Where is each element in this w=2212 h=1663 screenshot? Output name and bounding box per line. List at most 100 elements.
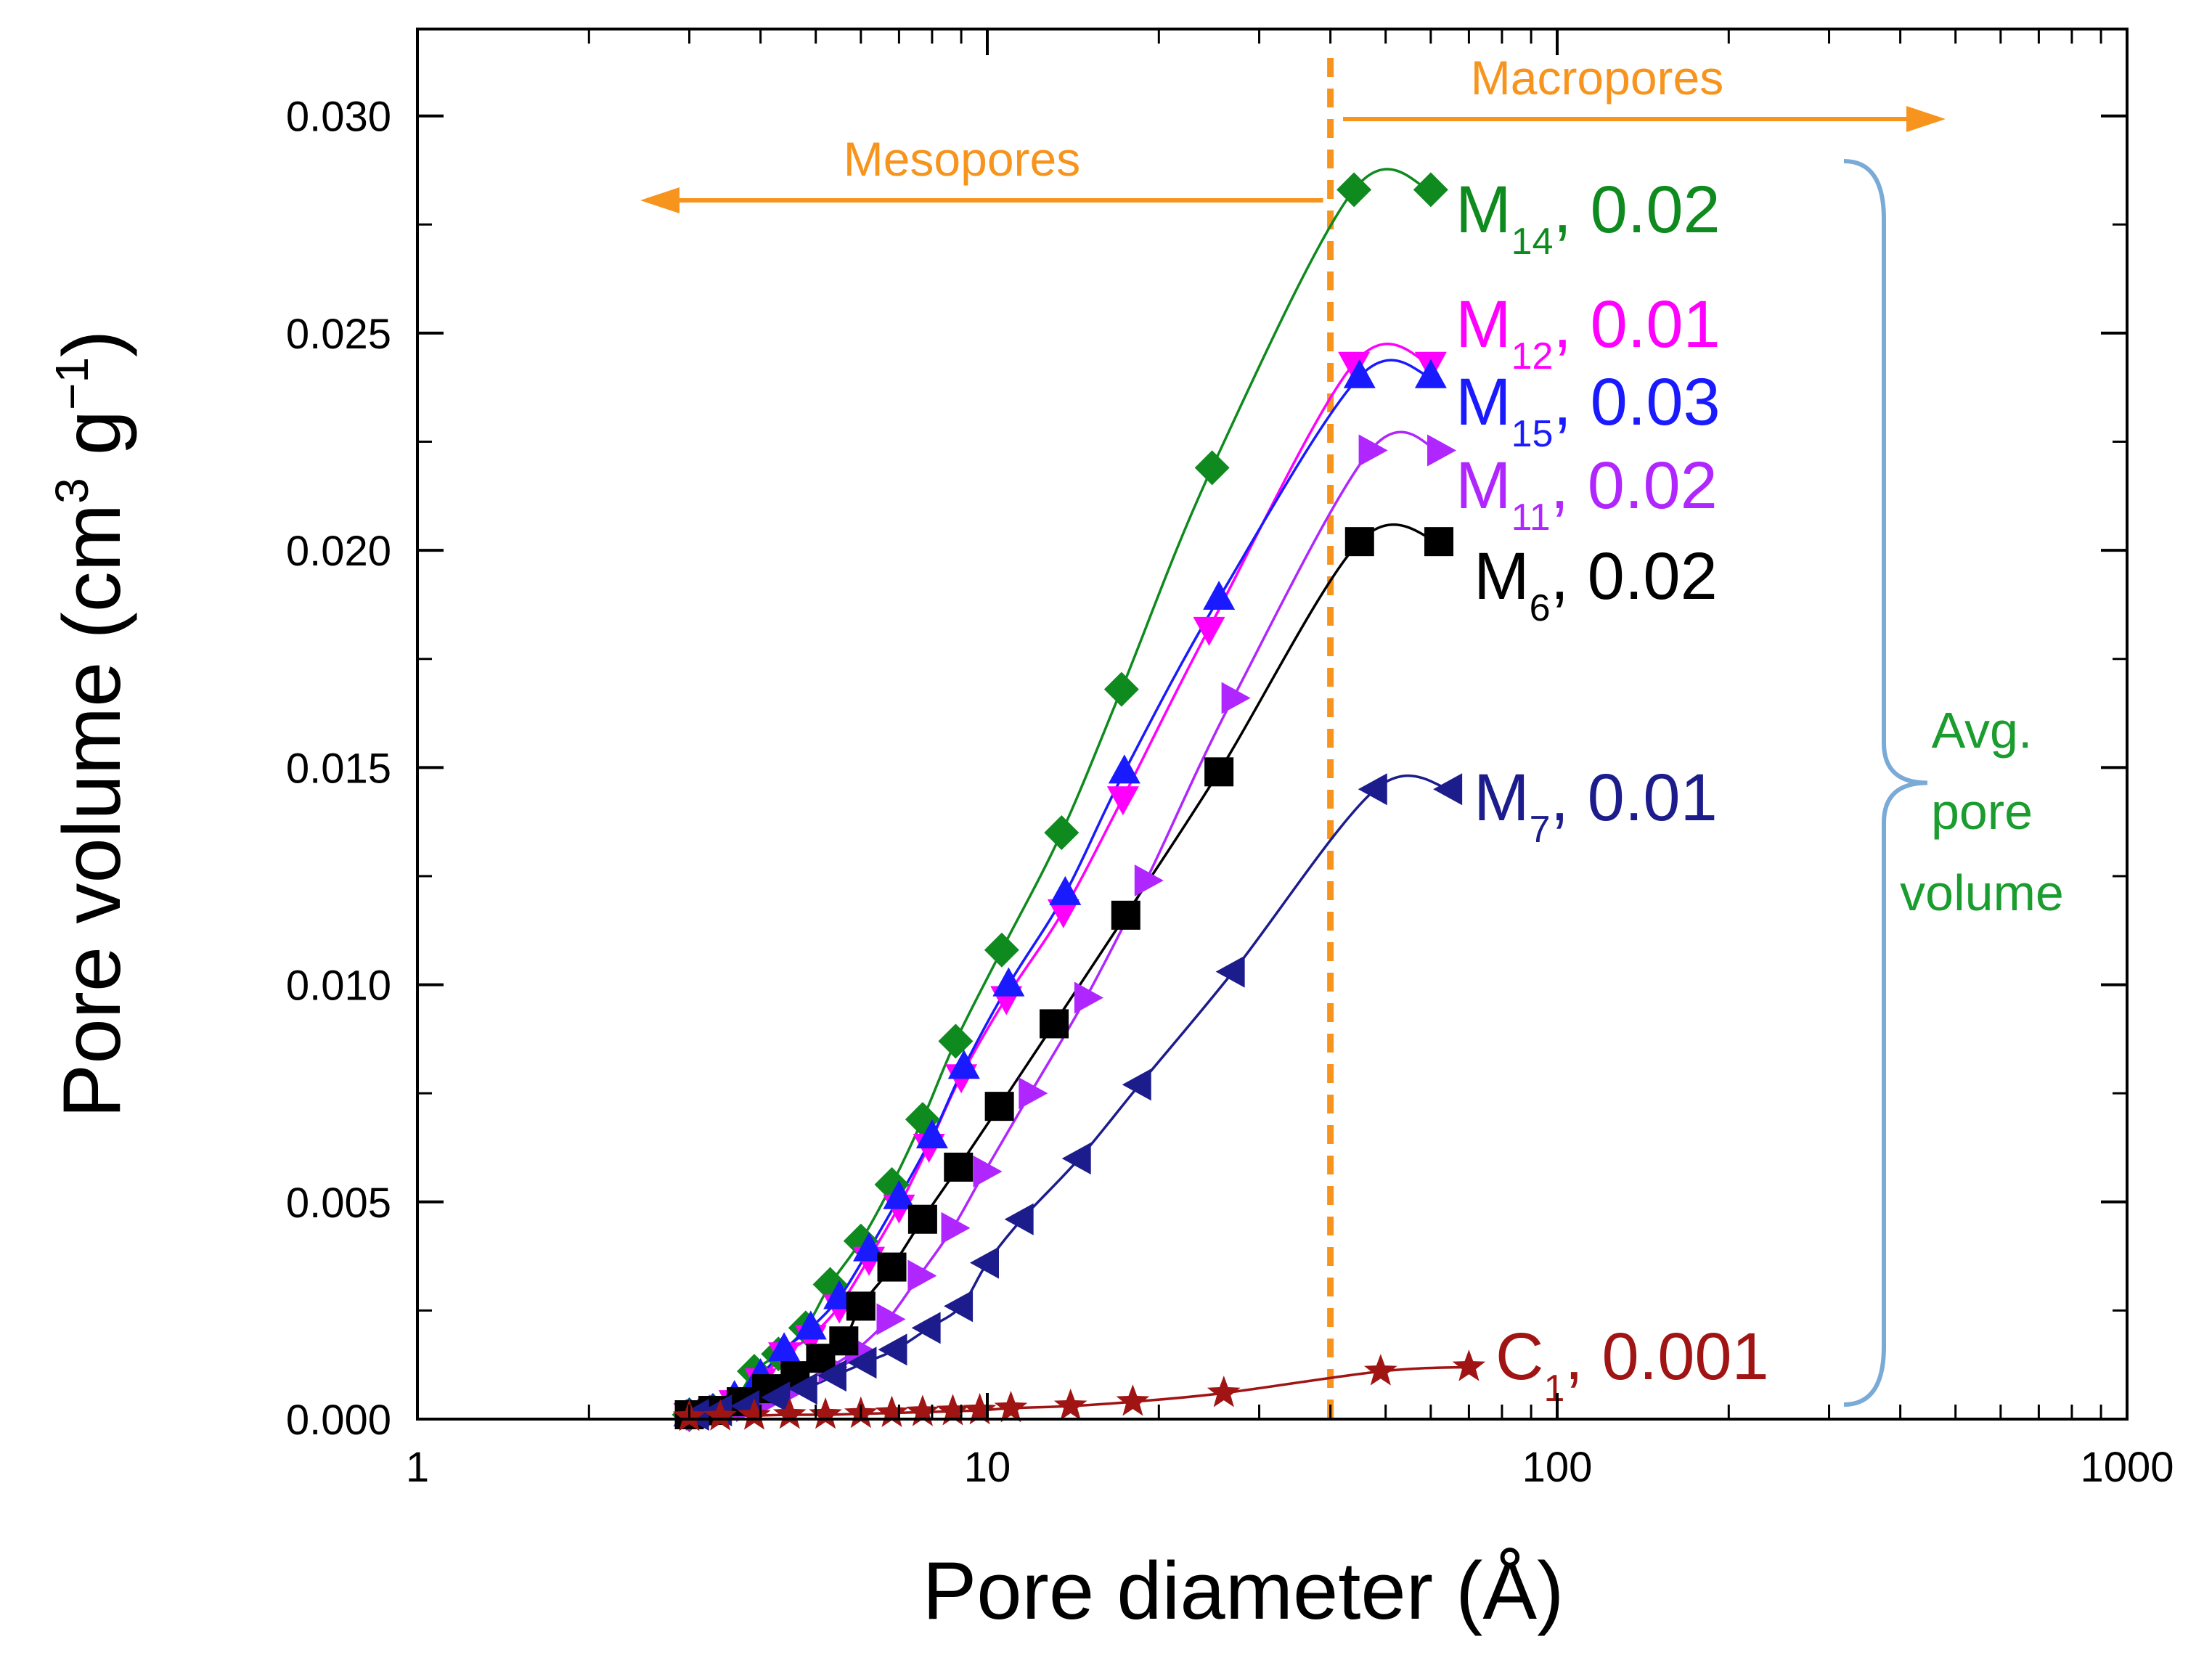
- avg-pore-volume-bracket: [1843, 159, 1928, 1407]
- data-point-triangle-left: [944, 1290, 974, 1323]
- data-point-triangle-up: [947, 1050, 980, 1079]
- data-point-triangle-left: [1215, 955, 1245, 988]
- x-tick-label: 1: [406, 1444, 429, 1491]
- series-label-m6: M6, 0.02: [1474, 539, 1718, 629]
- data-point-star: [1207, 1376, 1241, 1407]
- y-axis-title-part: ): [46, 330, 137, 357]
- data-point-star: [1452, 1349, 1486, 1381]
- bracket-label-line: volume: [1900, 865, 2064, 921]
- data-point-diamond: [984, 932, 1019, 968]
- plot-frame: [416, 28, 2129, 1421]
- mesopores-label: Mesopores: [844, 132, 1081, 186]
- series-label-subscript: 6: [1530, 587, 1551, 629]
- macropores-arrow-head: [1906, 106, 1946, 132]
- series-label-value: , 0.01: [1553, 287, 1720, 361]
- series-label-value: , 0.02: [1551, 539, 1718, 613]
- data-point-star: [1364, 1354, 1397, 1386]
- y-tick-label: 0.030: [286, 94, 391, 141]
- data-point-triangle-left: [761, 1381, 791, 1414]
- series-label-subscript: 14: [1511, 221, 1554, 263]
- series-label-m7: M7, 0.01: [1474, 761, 1718, 851]
- data-point-triangle-left: [1433, 773, 1463, 806]
- data-point-square: [907, 1204, 937, 1234]
- data-point-triangle-left: [788, 1373, 817, 1405]
- data-point-star: [875, 1395, 909, 1427]
- data-point-square: [1040, 1009, 1069, 1039]
- series-label-m11: M11, 0.02: [1456, 449, 1718, 539]
- x-axis-title: Pore diameter (Å): [923, 1545, 1564, 1636]
- data-point-star: [1116, 1384, 1150, 1416]
- bracket-label-line: pore: [1931, 783, 2033, 840]
- data-point-triangle-right: [1221, 682, 1251, 714]
- data-point-triangle-up: [1414, 359, 1447, 388]
- y-tick-label: 0.005: [286, 1180, 391, 1227]
- data-point-diamond: [1103, 671, 1139, 707]
- series-label-subscript: 11: [1511, 497, 1551, 539]
- data-point-triangle-left: [970, 1246, 999, 1279]
- x-tick-label: 1000: [2080, 1444, 2174, 1491]
- axes-layer: 1 10 100 1000 0.000 0.005 0.010 0.015 0.020 0.025…: [46, 28, 2174, 1636]
- series-label-m12: M12, 0.01: [1456, 287, 1721, 377]
- y-tick-label: 0.010: [286, 963, 391, 1010]
- data-point-diamond: [1336, 172, 1372, 208]
- annotations-layer: Mesopores Macropores Avg. pore volume: [640, 51, 2064, 1419]
- data-point-triangle-right: [941, 1212, 971, 1244]
- data-point-triangle-up: [992, 967, 1025, 997]
- series-label-value: , 0.01: [1551, 761, 1718, 835]
- x-tick-label: 100: [1522, 1444, 1593, 1491]
- y-axis-title-part: g: [46, 410, 137, 478]
- data-point-star: [738, 1398, 771, 1430]
- data-point-triangle-right: [1134, 864, 1164, 896]
- macropores-label: Macropores: [1471, 51, 1723, 105]
- series-label-m15: M15, 0.03: [1456, 365, 1721, 455]
- data-point-diamond: [938, 1023, 974, 1059]
- data-point-star: [906, 1394, 939, 1426]
- data-point-diamond: [1044, 815, 1080, 851]
- series-label-value: , 0.02: [1553, 173, 1720, 247]
- mesopores-arrow-head: [640, 187, 679, 213]
- data-point-star: [936, 1394, 970, 1426]
- data-point-triangle-down: [1193, 616, 1225, 646]
- data-point-triangle-up: [768, 1332, 801, 1362]
- data-point-triangle-down: [1338, 351, 1371, 381]
- y-tick-label: 0.015: [286, 745, 391, 792]
- series-m7: [679, 773, 1463, 1431]
- data-point-triangle-left: [817, 1360, 846, 1392]
- data-point-square: [984, 1092, 1014, 1121]
- series-label-letter: C: [1495, 1320, 1543, 1394]
- data-point-triangle-left: [1061, 1142, 1091, 1174]
- series-label-subscript: 12: [1511, 335, 1554, 377]
- data-point-star: [809, 1397, 842, 1429]
- data-point-triangle-right: [973, 1155, 1003, 1188]
- data-point-triangle-right: [1019, 1077, 1048, 1110]
- data-point-triangle-left: [1122, 1069, 1151, 1101]
- series-label-letter: M: [1456, 449, 1511, 523]
- series-label-letter: M: [1474, 761, 1530, 835]
- y-axis-title-part: −1: [46, 357, 98, 410]
- data-point-triangle-down: [1047, 899, 1080, 928]
- x-tick-label: 10: [964, 1444, 1011, 1491]
- data-point-triangle-left: [847, 1347, 877, 1379]
- data-point-triangle-right: [1358, 434, 1388, 467]
- data-point-triangle-left: [1004, 1203, 1034, 1235]
- series-label-letter: M: [1456, 173, 1511, 247]
- series-label-subscript: 7: [1530, 809, 1551, 851]
- series-label-letter: M: [1456, 287, 1511, 361]
- y-tick-label: 0.025: [286, 311, 391, 358]
- data-point-triangle-right: [1074, 981, 1103, 1014]
- data-point-star: [994, 1391, 1028, 1423]
- data-point-diamond: [1194, 450, 1230, 486]
- data-point-triangle-right: [876, 1303, 906, 1336]
- y-axis-title: Pore volume (cm3 g−1): [46, 330, 137, 1119]
- series-label-m14: M14, 0.02: [1456, 173, 1721, 263]
- series-label-letter: M: [1474, 539, 1530, 613]
- data-point-triangle-left: [911, 1312, 941, 1344]
- series-label-value: , 0.02: [1551, 449, 1718, 523]
- data-point-triangle-up: [794, 1310, 827, 1340]
- series-label-value: , 0.03: [1553, 365, 1720, 439]
- data-point-square: [1204, 757, 1234, 787]
- series-label-letter: M: [1456, 365, 1511, 439]
- data-point-triangle-up: [1203, 580, 1236, 610]
